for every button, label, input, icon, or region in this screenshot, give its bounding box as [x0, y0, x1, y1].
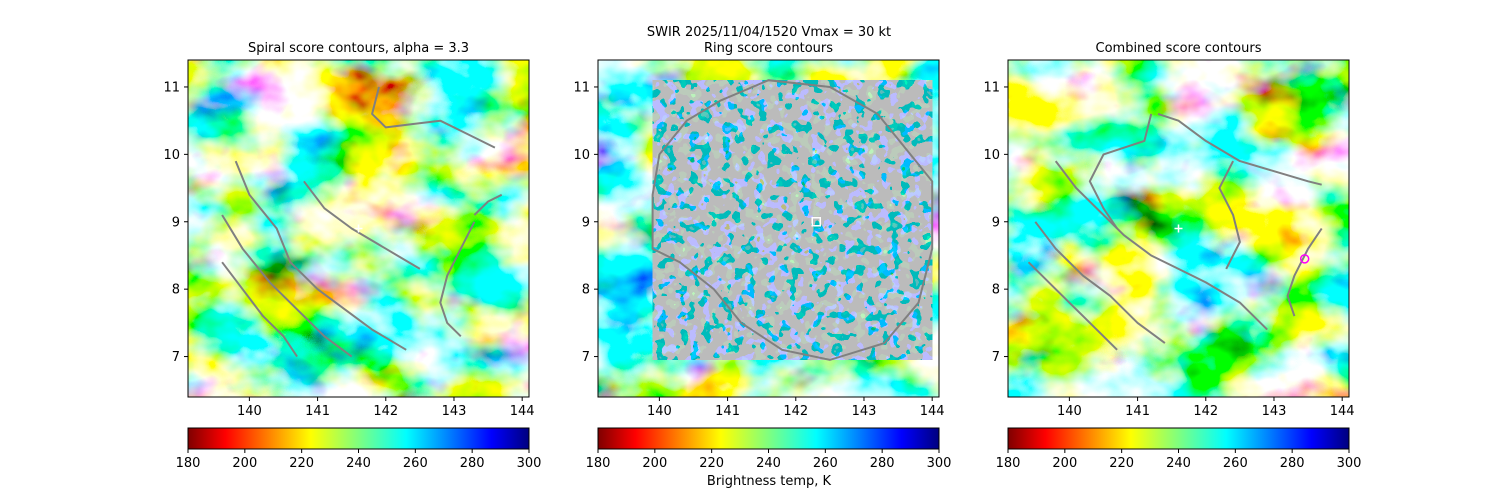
colorbar-tick-label: 180: [586, 456, 611, 471]
y-tick-label: 10: [573, 148, 590, 163]
colorbar-tick-label: 260: [403, 456, 428, 471]
panel-title: Combined score contours: [1096, 41, 1262, 56]
colorbar-gradient: [187, 427, 530, 450]
center-marker-plus: [1174, 224, 1183, 233]
ring-score-contour: [651, 79, 934, 361]
colorbar-label: Brightness temp, K: [707, 474, 832, 489]
score-contour-7: [1286, 227, 1323, 317]
colorbar-tick-label: 200: [642, 456, 667, 471]
y-tick-label: 9: [582, 215, 590, 230]
y-tick-label: 8: [992, 283, 1000, 298]
score-contour-2: [1027, 261, 1118, 351]
colorbar-tick-label: 280: [870, 456, 895, 471]
colorbar-tick-label: 200: [232, 456, 257, 471]
panel-2: 140 141 142 143 144 7 8 9 10 11 Ring score contour…: [573, 41, 951, 471]
y-tick-label: 11: [983, 80, 1000, 95]
panel-1: 140 141 142 143 144 7 8 9 10 11 Spiral score conto…: [163, 41, 541, 471]
colorbar: 180 200 220 240 260 280 300: [176, 427, 542, 471]
x-tick-label: 142: [1193, 404, 1218, 419]
x-tick-label: 140: [1057, 404, 1082, 419]
axes-frame: [1007, 59, 1350, 398]
x-tick-label: 140: [237, 404, 262, 419]
center-marker-square: [811, 217, 821, 227]
colorbar-gradient: [1007, 427, 1350, 450]
x-tick-label: 143: [1262, 404, 1287, 419]
colorbar-tick-label: 300: [927, 456, 952, 471]
y-tick-label: 9: [992, 215, 1000, 230]
score-contour-1: [1034, 221, 1166, 344]
y-tick-label: 11: [573, 80, 590, 95]
center-marker-plus: [354, 224, 363, 233]
y-tick-label: 8: [172, 283, 180, 298]
score-contour-6: [439, 221, 476, 338]
score-contour-1: [234, 160, 407, 351]
secondary-marker-circle: [1299, 254, 1310, 264]
score-contour-6: [1218, 160, 1241, 270]
x-tick-label: 144: [920, 404, 945, 419]
y-tick-label: 7: [172, 350, 180, 365]
y-tick-label: 10: [163, 148, 180, 163]
score-contour-3: [1054, 160, 1268, 331]
y-tick-label: 7: [992, 350, 1000, 365]
score-contour-7: [473, 193, 503, 216]
score-contour-4: [1157, 112, 1322, 186]
x-tick-label: 142: [373, 404, 398, 419]
y-tick-label: 9: [172, 215, 180, 230]
x-tick-label: 144: [510, 404, 535, 419]
x-tick-label: 141: [305, 404, 330, 419]
panel-3: 140 141 142 143 144 7 8 9 10 11 Combined score con…: [983, 41, 1361, 471]
x-tick-label: 141: [1125, 404, 1150, 419]
y-tick-label: 7: [582, 350, 590, 365]
x-tick-label: 143: [852, 404, 877, 419]
y-tick-label: 10: [983, 148, 1000, 163]
x-tick-label: 141: [715, 404, 740, 419]
colorbar-tick-label: 220: [1109, 456, 1134, 471]
colorbar-tick-label: 200: [1052, 456, 1077, 471]
colorbar-tick-label: 280: [460, 456, 485, 471]
colorbar-tick-label: 260: [813, 456, 838, 471]
colorbar-tick-label: 300: [517, 456, 542, 471]
x-tick-label: 142: [783, 404, 808, 419]
colorbar-tick-label: 280: [1280, 456, 1305, 471]
colorbar-tick-label: 180: [176, 456, 201, 471]
x-tick-label: 140: [647, 404, 672, 419]
score-contour-5: [371, 86, 496, 149]
colorbar-tick-label: 260: [1223, 456, 1248, 471]
colorbar-tick-label: 220: [699, 456, 724, 471]
score-contour-5: [1088, 113, 1153, 230]
colorbar-tick-label: 220: [289, 456, 314, 471]
colorbar: 180 200 220 240 260 280 300: [586, 427, 952, 471]
y-tick-label: 11: [163, 80, 180, 95]
axes-frame: [597, 59, 940, 398]
ring-score-region: [652, 80, 933, 360]
colorbar-tick-label: 240: [1166, 456, 1191, 471]
colorbar-gradient: [597, 427, 940, 450]
panel-title: Spiral score contours, alpha = 3.3: [248, 41, 469, 56]
score-contour-3: [221, 261, 298, 358]
x-tick-label: 144: [1330, 404, 1355, 419]
colorbar-tick-label: 240: [756, 456, 781, 471]
score-contour-2: [221, 214, 353, 358]
colorbar: 180 200 220 240 260 280 300: [996, 427, 1362, 471]
y-tick-label: 8: [582, 283, 590, 298]
x-tick-label: 143: [442, 404, 467, 419]
panel-title: Ring score contours: [704, 41, 833, 56]
colorbar-tick-label: 180: [996, 456, 1021, 471]
axes-frame: [187, 59, 530, 398]
score-contour-4: [303, 180, 421, 270]
colorbar-tick-label: 240: [346, 456, 371, 471]
colorbar-tick-label: 300: [1337, 456, 1362, 471]
figure-suptitle: SWIR 2025/11/04/1520 Vmax = 30 kt: [647, 25, 891, 40]
